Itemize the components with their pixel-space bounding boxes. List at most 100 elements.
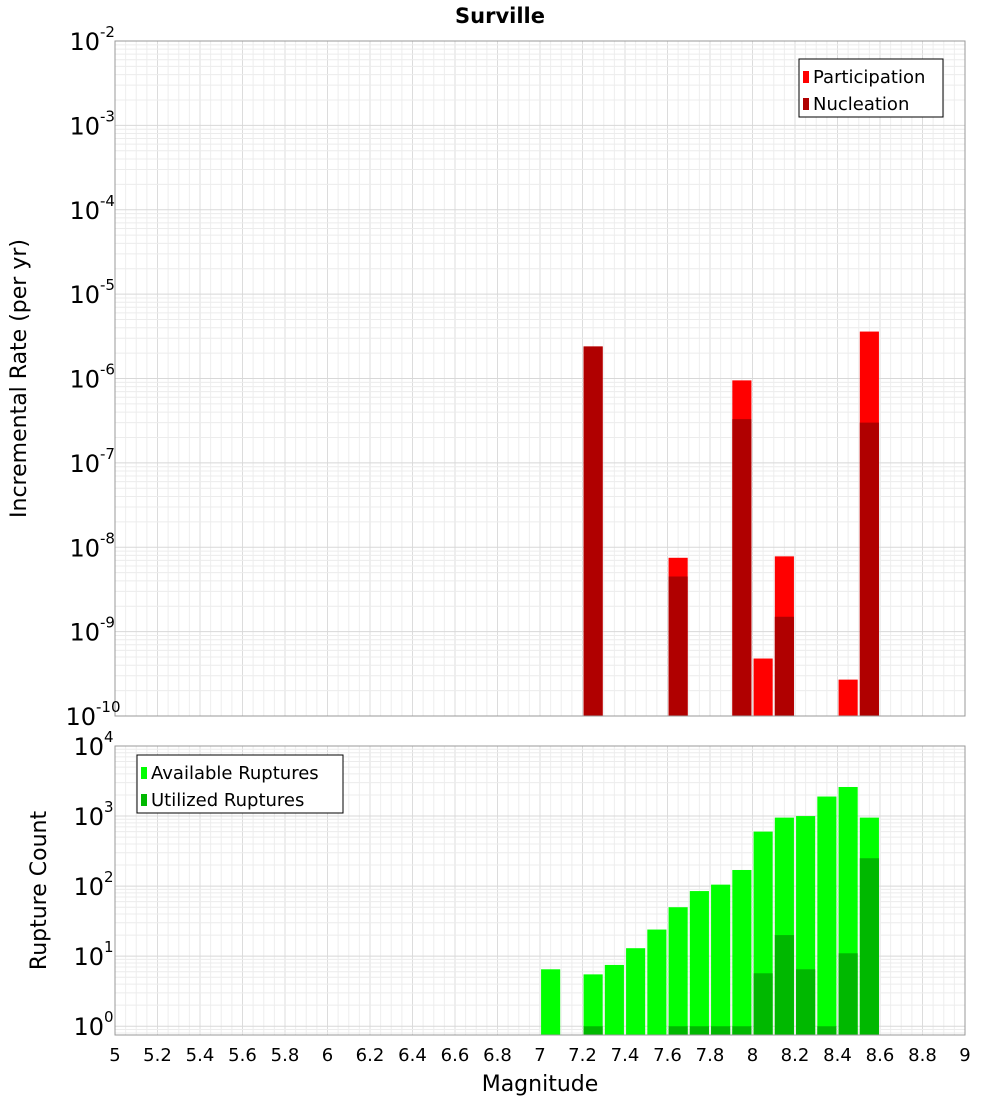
bar xyxy=(796,969,816,1035)
chart-title: Surville xyxy=(455,4,545,28)
bar xyxy=(859,422,879,716)
bar xyxy=(817,796,837,1035)
x-tick-label: 6 xyxy=(322,1045,333,1066)
y-tick-exponent: -8 xyxy=(100,529,115,547)
y-tick-label: 10 -10 xyxy=(65,698,120,731)
y-tick-base: 10 xyxy=(69,112,100,140)
y-tick-base: 10 xyxy=(69,534,100,562)
bar xyxy=(774,935,794,1035)
y-tick-base: 10 xyxy=(73,733,104,761)
bar xyxy=(817,1026,837,1035)
y-tick-label: 10 2 xyxy=(73,868,113,901)
x-tick-label: 6.6 xyxy=(441,1045,470,1066)
y-tick-base: 10 xyxy=(69,197,100,225)
bar xyxy=(583,346,603,716)
bar xyxy=(838,679,858,716)
y-tick-label: 10 3 xyxy=(73,798,113,831)
legend-box xyxy=(798,58,944,118)
legend-swatch xyxy=(803,98,809,110)
x-tick-label: 5.4 xyxy=(186,1045,215,1066)
bar xyxy=(647,929,667,1035)
bar xyxy=(604,964,624,1035)
grid xyxy=(114,40,966,717)
x-tick-label: 8.4 xyxy=(823,1045,852,1066)
bar xyxy=(732,419,752,716)
y-tick-base: 10 xyxy=(73,1013,104,1041)
y-tick-exponent: -4 xyxy=(100,192,115,210)
legend-box xyxy=(136,754,344,814)
x-tick-label: 5.2 xyxy=(143,1045,172,1066)
legend-label: Nucleation xyxy=(813,94,909,115)
bar xyxy=(838,953,858,1035)
x-tick-label: 5.8 xyxy=(271,1045,300,1066)
bar xyxy=(668,1026,688,1035)
x-tick-label: 7.4 xyxy=(611,1045,640,1066)
y-tick-exponent: -7 xyxy=(100,445,115,463)
y-tick-label: 10 -9 xyxy=(69,614,115,647)
x-tick-label: 9 xyxy=(959,1045,970,1066)
series-utilized-ruptures xyxy=(583,858,879,1035)
x-tick-label: 7 xyxy=(534,1045,545,1066)
x-tick-label: 6.4 xyxy=(398,1045,427,1066)
bar xyxy=(711,1026,731,1035)
y-tick-exponent: -9 xyxy=(100,614,115,632)
legend-swatch xyxy=(141,794,147,806)
x-tick-label: 5.6 xyxy=(228,1045,257,1066)
x-tick-label: 8.6 xyxy=(866,1045,895,1066)
bar xyxy=(711,884,731,1035)
bar xyxy=(774,616,794,716)
y-tick-label: 10 4 xyxy=(73,728,113,761)
y-tick-exponent: -6 xyxy=(100,361,115,379)
bar xyxy=(732,869,752,1035)
bar xyxy=(668,576,688,716)
bar xyxy=(689,1026,709,1035)
y-tick-exponent: -3 xyxy=(100,107,115,125)
x-tick-label: 7.2 xyxy=(568,1045,597,1066)
y-tick-exponent: 3 xyxy=(104,798,114,816)
series-nucleation xyxy=(583,346,879,716)
x-tick-label: 5 xyxy=(109,1045,120,1066)
y-tick-base: 10 xyxy=(73,943,104,971)
y-tick-exponent: -5 xyxy=(100,276,115,294)
legend-swatch xyxy=(141,767,147,779)
y-axis-label: Rupture Count xyxy=(27,811,52,971)
y-tick-base: 10 xyxy=(69,281,100,309)
y-tick-base: 10 xyxy=(73,873,104,901)
y-tick-label: 10 -3 xyxy=(69,107,115,140)
y-tick-label: 10 -2 xyxy=(69,23,115,56)
bar xyxy=(668,907,688,1035)
y-tick-exponent: 2 xyxy=(104,868,114,886)
y-tick-base: 10 xyxy=(69,28,100,56)
plot-frame xyxy=(114,745,966,1036)
x-tick-label: 7.8 xyxy=(696,1045,725,1066)
y-tick-base: 10 xyxy=(69,619,100,647)
y-tick-base: 10 xyxy=(73,803,104,831)
x-tick-label: 6.2 xyxy=(356,1045,385,1066)
legend-label: Available Ruptures xyxy=(151,763,319,784)
y-tick-exponent: 1 xyxy=(104,938,114,956)
y-tick-base: 10 xyxy=(69,450,100,478)
bar xyxy=(732,1026,752,1035)
y-tick-label: 10 -4 xyxy=(69,192,115,225)
bar xyxy=(859,858,879,1035)
bar xyxy=(626,948,646,1035)
y-tick-label: 10 -8 xyxy=(69,529,115,562)
y-axis-label: Incremental Rate (per yr) xyxy=(7,239,32,518)
plot-frame xyxy=(114,40,966,717)
x-tick-label: 7.6 xyxy=(653,1045,682,1066)
y-tick-label: 10 -7 xyxy=(69,445,115,478)
y-tick-exponent: -2 xyxy=(100,23,115,41)
y-tick-label: 10 -6 xyxy=(69,361,115,394)
x-axis-label: Magnitude xyxy=(482,1072,599,1097)
legend-label: Utilized Ruptures xyxy=(151,790,304,811)
bar xyxy=(583,1026,603,1035)
y-tick-label: 10 1 xyxy=(73,938,113,971)
legend-swatch xyxy=(803,71,809,83)
y-tick-exponent: 0 xyxy=(104,1008,114,1026)
bar xyxy=(689,891,709,1035)
legend: Participation Nucleation xyxy=(798,58,944,118)
y-tick-base: 10 xyxy=(65,703,96,731)
x-tick-label: 6.8 xyxy=(483,1045,512,1066)
